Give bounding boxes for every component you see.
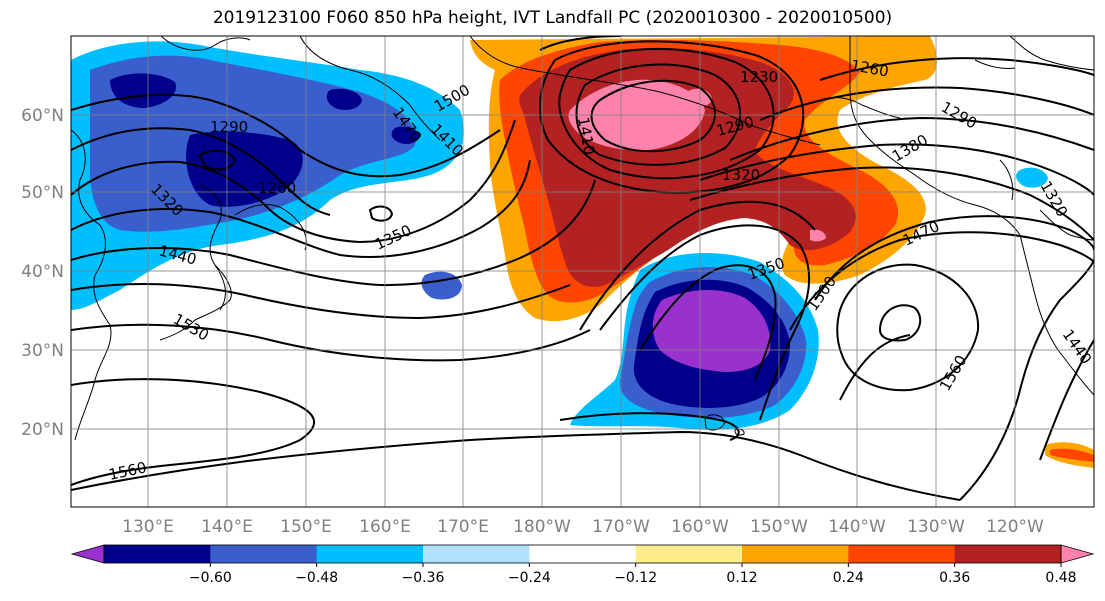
colorbar-segment: [210, 545, 318, 563]
lon-label: 160°W: [671, 517, 729, 537]
colorbar-tick-label: 0.36: [939, 570, 970, 586]
lon-label: 130°E: [122, 517, 174, 537]
lat-label: 20°N: [21, 420, 64, 440]
contour-label: 1290: [210, 118, 248, 136]
gridlines: [71, 36, 1094, 507]
map-border: [70, 35, 1095, 508]
colorbar-tick-label: −0.24: [508, 570, 551, 586]
height-contours: [71, 36, 1094, 501]
lon-label: 130°W: [907, 517, 965, 537]
colorbar-tick-label: 0.24: [833, 570, 864, 586]
colorbar-segment: [742, 545, 849, 563]
negative-anomaly-pacific: [570, 252, 819, 430]
colorbar-extension-high: [1060, 544, 1095, 564]
colorbar-segment: [423, 545, 530, 563]
map-title: 2019123100 F060 850 hPa height, IVT Land…: [212, 8, 893, 28]
longitude-labels: 130°E 140°E 150°E 160°E 170°E 180°W 170°…: [122, 517, 1044, 537]
contour-label: 1320: [722, 166, 760, 184]
colorbar-segment: [104, 545, 211, 563]
colorbar-segment: [635, 545, 743, 563]
contour-label: 1260: [258, 179, 296, 197]
lat-label: 60°N: [21, 106, 64, 126]
colorbar-segment: [848, 545, 956, 563]
colorbar-tick-label: −0.48: [295, 570, 338, 586]
lon-label: 140°W: [828, 517, 886, 537]
colorbar-segment: [316, 545, 424, 563]
latitude-labels: 60°N 50°N 40°N 30°N 20°N: [21, 106, 64, 440]
colorbar-tick-label: 0.12: [726, 570, 757, 586]
lon-label: 170°W: [592, 517, 650, 537]
lon-label: 170°E: [437, 517, 489, 537]
lon-label: 160°E: [359, 517, 411, 537]
colorbar-tick-label: −0.60: [189, 570, 232, 586]
lon-label: 180°W: [513, 517, 571, 537]
lat-label: 50°N: [21, 183, 64, 203]
colorbar-frame: [103, 544, 1062, 564]
lon-label: 140°E: [201, 517, 253, 537]
colorbar-tick-label: 0.48: [1045, 570, 1076, 586]
colorbar-extension-low: [70, 544, 105, 564]
colorbar-tick-label: −0.36: [402, 570, 445, 586]
lon-label: 150°E: [280, 517, 332, 537]
lat-label: 30°N: [21, 341, 64, 361]
contour-label: 1230: [740, 68, 778, 86]
colorbar-segment: [529, 545, 637, 563]
colorbar-segment: [954, 545, 1062, 563]
colorbar: −0.60 −0.48 −0.36 −0.24 −0.12 0.12 0.24 0.36 0.4…: [70, 544, 1095, 586]
colorbar-tick-label: −0.12: [614, 570, 657, 586]
lat-label: 40°N: [21, 262, 64, 282]
negative-anomaly-asia: [71, 41, 1048, 310]
coastlines: [71, 36, 1094, 441]
lon-label: 120°W: [986, 517, 1044, 537]
lon-label: 150°W: [750, 517, 808, 537]
